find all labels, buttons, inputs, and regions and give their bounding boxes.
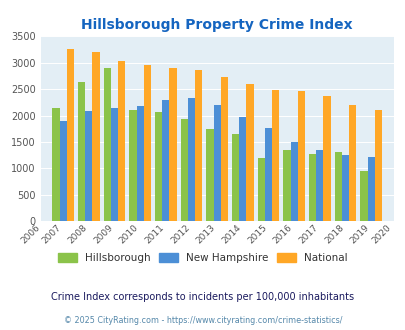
Bar	[290, 142, 297, 221]
Text: © 2025 CityRating.com - https://www.cityrating.com/crime-statistics/: © 2025 CityRating.com - https://www.city…	[64, 315, 341, 325]
Legend: Hillsborough, New Hampshire, National: Hillsborough, New Hampshire, National	[54, 249, 351, 267]
Bar	[283, 150, 290, 221]
Bar	[315, 150, 323, 221]
Bar	[264, 128, 271, 221]
Bar	[78, 82, 85, 221]
Bar	[348, 105, 356, 221]
Bar	[232, 134, 239, 221]
Text: Crime Index corresponds to incidents per 100,000 inhabitants: Crime Index corresponds to incidents per…	[51, 292, 354, 302]
Bar	[367, 157, 374, 221]
Title: Hillsborough Property Crime Index: Hillsborough Property Crime Index	[81, 18, 352, 32]
Bar	[334, 152, 341, 221]
Bar	[143, 65, 151, 221]
Bar	[206, 129, 213, 221]
Bar	[155, 112, 162, 221]
Bar	[188, 98, 195, 221]
Bar	[246, 84, 253, 221]
Bar	[360, 171, 367, 221]
Bar	[60, 121, 66, 221]
Bar	[220, 78, 228, 221]
Bar	[118, 61, 125, 221]
Bar	[195, 70, 202, 221]
Bar	[341, 155, 348, 221]
Bar	[297, 91, 304, 221]
Bar	[52, 108, 60, 221]
Bar	[136, 106, 143, 221]
Bar	[129, 110, 136, 221]
Bar	[66, 49, 74, 221]
Bar	[162, 100, 169, 221]
Bar	[374, 110, 381, 221]
Bar	[180, 119, 188, 221]
Bar	[111, 108, 118, 221]
Bar	[239, 116, 246, 221]
Bar	[104, 68, 111, 221]
Bar	[308, 153, 315, 221]
Bar	[213, 106, 220, 221]
Bar	[323, 96, 330, 221]
Bar	[257, 158, 264, 221]
Bar	[169, 68, 176, 221]
Bar	[85, 111, 92, 221]
Bar	[271, 90, 279, 221]
Bar	[92, 52, 99, 221]
